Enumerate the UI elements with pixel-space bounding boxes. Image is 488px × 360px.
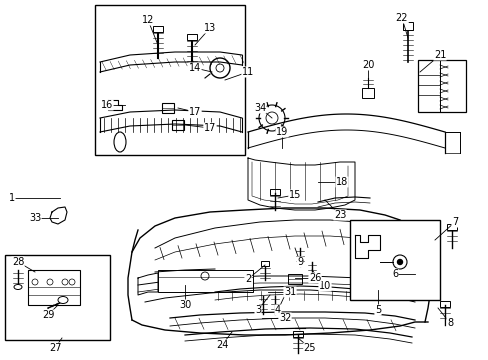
Text: 22: 22: [395, 13, 407, 23]
Text: 32: 32: [278, 313, 290, 323]
Bar: [162, 103, 174, 113]
Text: 16: 16: [101, 100, 113, 110]
Text: 23: 23: [333, 210, 346, 220]
Ellipse shape: [14, 284, 22, 289]
Text: 30: 30: [179, 300, 191, 310]
Text: 19: 19: [275, 127, 287, 137]
Text: 4: 4: [274, 305, 281, 315]
Text: 27: 27: [49, 343, 61, 353]
Text: 13: 13: [203, 23, 216, 33]
Bar: [446, 224, 456, 230]
Bar: [417, 60, 465, 112]
Circle shape: [397, 260, 402, 265]
Bar: [269, 189, 280, 195]
Text: 6: 6: [391, 269, 397, 279]
Bar: [28, 270, 80, 305]
Text: 20: 20: [361, 60, 373, 70]
Text: 34: 34: [253, 103, 265, 113]
Text: 8: 8: [446, 318, 452, 328]
Text: 18: 18: [335, 177, 347, 187]
Text: 24: 24: [215, 340, 228, 350]
Text: 10: 10: [318, 281, 330, 291]
Text: 2: 2: [244, 274, 251, 284]
Bar: [5, 255, 110, 340]
Bar: [158, 270, 252, 292]
Text: 17: 17: [203, 123, 216, 133]
Bar: [349, 220, 439, 300]
Text: 28: 28: [12, 257, 24, 267]
Text: 21: 21: [433, 50, 445, 60]
Text: 15: 15: [288, 190, 301, 200]
Text: 7: 7: [451, 217, 457, 227]
Text: 1: 1: [9, 193, 15, 203]
Text: 3: 3: [254, 305, 261, 315]
Bar: [287, 274, 302, 284]
Bar: [292, 331, 303, 337]
Text: 5: 5: [374, 305, 380, 315]
Text: 9: 9: [296, 257, 303, 267]
Text: 12: 12: [142, 15, 154, 25]
Ellipse shape: [114, 132, 126, 152]
Ellipse shape: [58, 297, 68, 303]
Bar: [261, 261, 268, 266]
Text: 11: 11: [242, 67, 254, 77]
Bar: [361, 88, 373, 98]
Bar: [402, 22, 412, 30]
Bar: [439, 301, 449, 307]
Bar: [186, 34, 197, 40]
Bar: [95, 5, 244, 155]
Bar: [172, 120, 183, 130]
Text: 26: 26: [308, 273, 321, 283]
Text: 14: 14: [188, 63, 201, 73]
Text: 29: 29: [42, 310, 54, 320]
Bar: [153, 26, 163, 32]
Text: 33: 33: [29, 213, 41, 223]
Text: 31: 31: [284, 287, 296, 297]
Text: 17: 17: [188, 107, 201, 117]
Text: 25: 25: [303, 343, 316, 353]
